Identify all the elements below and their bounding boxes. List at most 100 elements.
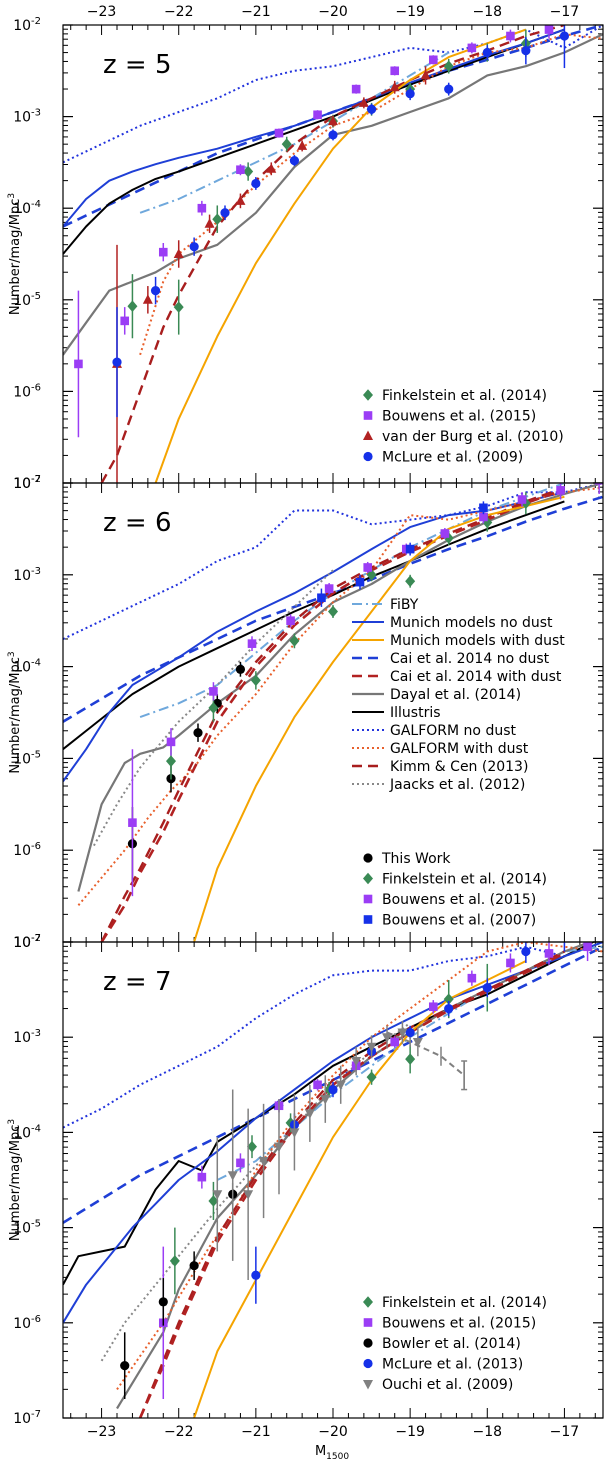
plot-area [63, 942, 603, 1418]
data-point [324, 584, 334, 593]
x-tick-label: −21 [241, 1424, 271, 1440]
x-tick-label: −18 [473, 1424, 503, 1440]
data-point [440, 529, 450, 538]
legend-marker [363, 1338, 373, 1348]
data-point [544, 25, 554, 34]
data-point [358, 97, 369, 107]
data-point [258, 1156, 269, 1167]
data-point [366, 104, 377, 114]
legend-marker [363, 853, 373, 863]
y-tick-base: 10 [13, 201, 31, 217]
y-axis-label: Number/mag/Mpc3 [7, 651, 23, 773]
data-point [74, 359, 83, 369]
data-point [289, 635, 300, 647]
panel-z6: 10-710-610-510-410-310-2z = 6Number/mag/… [7, 474, 604, 951]
data-point [127, 300, 138, 313]
data-point [443, 993, 454, 1005]
y-tick-base: 10 [13, 568, 31, 584]
data-point [351, 84, 361, 94]
data-point [243, 165, 254, 178]
data-point [313, 1080, 322, 1090]
x-tick-label: −23 [87, 1424, 117, 1440]
data-point [405, 1053, 416, 1065]
x-tick-label-top: −23 [87, 4, 117, 20]
data-point [335, 1080, 346, 1091]
legend-label: GALFORM with dust [390, 741, 529, 757]
x-tick-label-top: −17 [550, 4, 580, 20]
legend-marker [363, 915, 373, 924]
dashed-curve [386, 1031, 465, 1077]
data-point [286, 616, 295, 625]
model-curve [116, 942, 603, 1390]
data-point [506, 31, 515, 41]
legend-marker [363, 1318, 373, 1327]
data-point [236, 165, 245, 175]
legend-label: This Work [381, 851, 451, 867]
y-tick-label: 10-3 [13, 566, 41, 584]
y-tick-base: 10 [13, 476, 31, 492]
data-point [251, 178, 261, 189]
panel-z5: 10-710-610-510-410-310-2z = 5Number/mag/… [7, 16, 604, 492]
y-tick-base: 10 [13, 18, 31, 34]
data-point [397, 1028, 408, 1038]
y-tick-label: 10-4 [13, 1123, 41, 1141]
legend-label: Bouwens et al. (2015) [382, 892, 536, 908]
legend-marker [363, 451, 373, 462]
data-point [444, 1004, 454, 1014]
data-point [235, 664, 246, 674]
data-point [405, 575, 416, 588]
legend-label: Jaacks et al. (2012) [389, 777, 525, 793]
y-tick-base: 10 [13, 1221, 31, 1237]
model-curve [77, 486, 603, 906]
legend-label: Cai et al. 2014 no dust [390, 651, 550, 667]
data-point [304, 1109, 315, 1119]
legend-label: Bouwens et al. (2015) [382, 409, 536, 425]
x-tick-label-top: −22 [164, 4, 194, 20]
y-tick-exp: -2 [31, 16, 41, 27]
data-point [328, 115, 338, 126]
legend-label: Munich models with dust [390, 633, 565, 649]
data-point [251, 1270, 261, 1280]
y-tick-label: 10-7 [13, 1409, 41, 1427]
y-tick-base: 10 [13, 1030, 31, 1046]
model-curve [63, 495, 603, 723]
data-point [197, 1172, 207, 1182]
x-tick-label-top: −20 [318, 4, 348, 20]
data-point [594, 483, 603, 485]
data-point [236, 1158, 245, 1168]
data-point [328, 1084, 338, 1095]
data-point [212, 1190, 223, 1200]
model-curve [93, 569, 334, 847]
data-point [428, 1002, 438, 1012]
data-point [173, 301, 184, 313]
legend-label: Finkelstein et al. (2014) [382, 1295, 547, 1311]
legend-marker [363, 430, 373, 440]
y-tick-base: 10 [13, 1411, 31, 1427]
legend-marker [363, 1380, 373, 1390]
legend-label: van der Burg et al. (2010) [382, 429, 564, 445]
data-point [382, 1033, 392, 1043]
model-curve [63, 33, 603, 356]
legend-label: Ouchi et al. (2009) [382, 1377, 513, 1393]
legend-marker [363, 872, 373, 885]
y-tick-label: 10-2 [13, 933, 41, 951]
data-point [266, 163, 277, 173]
data-point [317, 593, 326, 603]
data-point [467, 973, 477, 983]
data-point [351, 1057, 362, 1067]
legend-label: Bouwens et al. (2015) [382, 1316, 536, 1332]
legend-marker [363, 1358, 373, 1369]
y-tick-exp: -5 [31, 291, 41, 302]
legend-label: Kimm & Cen (2013) [390, 759, 528, 775]
y-tick-base: 10 [13, 1316, 31, 1332]
y-tick-exp: -5 [31, 749, 41, 760]
data-point [366, 1042, 377, 1053]
model-curve [100, 1022, 411, 1362]
model-curve [63, 942, 603, 1129]
model-curve [63, 500, 565, 750]
data-point [428, 55, 438, 65]
legend-marker [363, 389, 373, 401]
data-point [479, 512, 488, 522]
data-point [243, 1190, 254, 1200]
y-tick-base: 10 [13, 935, 31, 951]
